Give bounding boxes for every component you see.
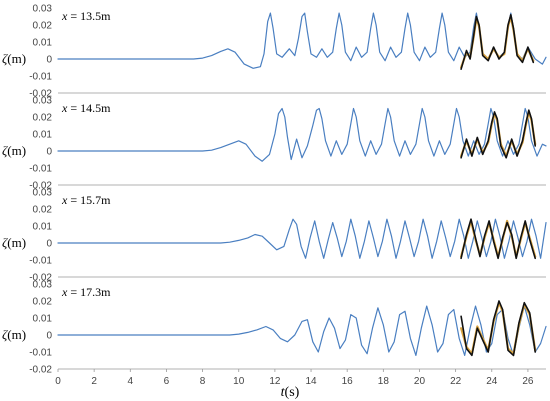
y-tick-label: -0.02 <box>29 181 52 192</box>
y-tick-label: -0.02 <box>29 273 52 284</box>
y-axis-label-var: ζ <box>2 235 8 250</box>
y-axis-label: ζ(m) <box>2 143 26 158</box>
x-axis-label-var: t <box>281 385 286 400</box>
panel-location-label: x = 14.5m <box>61 101 111 115</box>
y-tick-label: 0.01 <box>33 38 53 49</box>
y-axis-label: ζ(m) <box>2 51 26 66</box>
panel-location-value: = 14.5m <box>70 101 111 115</box>
series-overlay_dark <box>460 218 536 260</box>
x-tick-label: 26 <box>522 376 534 387</box>
panel-location-label: x = 13.5m <box>61 9 111 23</box>
x-tick-label: 12 <box>269 376 281 387</box>
series-overlay_dark <box>460 300 536 357</box>
x-tick-label: 14 <box>305 376 317 387</box>
panel-location-value: = 13.5m <box>70 9 111 23</box>
y-axis-label: ζ(m) <box>2 235 26 250</box>
y-tick-label: 0.01 <box>33 130 53 141</box>
panel-2: -0.02 -0.01 0 0.01 0.02 0.03 ζ(m) x = 14.5m <box>2 96 547 192</box>
y-tick-label: -0.02 <box>29 365 52 376</box>
y-tick-label: -0.02 <box>29 89 52 100</box>
y-tick-label: 0.03 <box>33 280 53 291</box>
y-tick-label: 0.02 <box>33 113 53 124</box>
panel-location-var: x <box>61 193 68 207</box>
y-tick-label: 0.02 <box>33 21 53 32</box>
y-tick-label: 0 <box>46 239 52 250</box>
y-axis-label: ζ(m) <box>2 327 26 342</box>
x-tick-label: 18 <box>378 376 390 387</box>
panel-location-value: = 15.7m <box>70 193 111 207</box>
series-simulation <box>57 107 547 162</box>
x-axis-label: t(s) <box>281 385 300 400</box>
panel-location-label: x = 15.7m <box>61 193 111 207</box>
y-axis-label-var: ζ <box>2 51 8 66</box>
series-overlay_dark <box>460 14 535 70</box>
y-axis-label-unit: (m) <box>7 235 26 250</box>
x-tick-label: 0 <box>55 376 61 387</box>
y-tick-label: 0.03 <box>33 96 53 107</box>
y-axis-label-var: ζ <box>2 143 8 158</box>
x-tick-label: 10 <box>233 376 245 387</box>
x-tick-label: 2 <box>91 376 97 387</box>
x-axis: 0 2 4 6 8 10 12 14 16 18 20 22 24 26 <box>55 369 534 387</box>
x-axis-label-unit: (s) <box>285 385 300 400</box>
y-tick-label: 0.01 <box>33 222 53 233</box>
panel-3: -0.02 -0.01 0 0.01 0.02 0.03 ζ(m) x = 15.7m <box>2 188 547 284</box>
x-tick-label: 20 <box>414 376 426 387</box>
y-tick-label: 0.03 <box>33 4 53 15</box>
y-tick-label: 0.02 <box>33 205 53 216</box>
panel-1: -0.02 -0.01 0 0.01 0.02 0.03 ζ(m) x = 13.5m <box>2 4 547 100</box>
x-tick-label: 22 <box>450 376 462 387</box>
y-axis-label-unit: (m) <box>7 51 26 66</box>
y-axis-label-unit: (m) <box>7 143 26 158</box>
y-tick-label: 0 <box>46 147 52 158</box>
panel-location-var: x <box>61 101 68 115</box>
series-simulation <box>57 218 547 259</box>
series-overlay_light <box>460 301 537 355</box>
y-tick-label: -0.01 <box>29 348 52 359</box>
y-tick-label: 0.02 <box>33 297 53 308</box>
y-tick-label: -0.01 <box>29 72 52 83</box>
series-simulation <box>57 305 547 356</box>
x-tick-label: 24 <box>486 376 498 387</box>
x-tick-label: 6 <box>164 376 170 387</box>
y-tick-label: 0 <box>46 331 52 342</box>
x-tick-label: 16 <box>342 376 354 387</box>
x-tick-label: 4 <box>128 376 134 387</box>
panel-4: -0.02 -0.01 0 0.01 0.02 0.03 ζ(m) x = 17.3m <box>2 280 547 376</box>
y-tick-label: -0.01 <box>29 256 52 267</box>
panel-location-label: x = 17.3m <box>61 285 111 299</box>
y-axis-label-unit: (m) <box>7 327 26 342</box>
y-tick-label: 0 <box>46 55 52 66</box>
y-tick-label: 0.03 <box>33 188 53 199</box>
y-tick-label: 0.01 <box>33 314 53 325</box>
y-axis-label-var: ζ <box>2 327 8 342</box>
y-tick-label: -0.01 <box>29 164 52 175</box>
panel-location-var: x <box>61 9 68 23</box>
panel-location-value: = 17.3m <box>70 285 111 299</box>
series-overlay_dark <box>460 109 536 159</box>
x-tick-label: 8 <box>200 376 206 387</box>
panel-location-var: x <box>61 285 68 299</box>
